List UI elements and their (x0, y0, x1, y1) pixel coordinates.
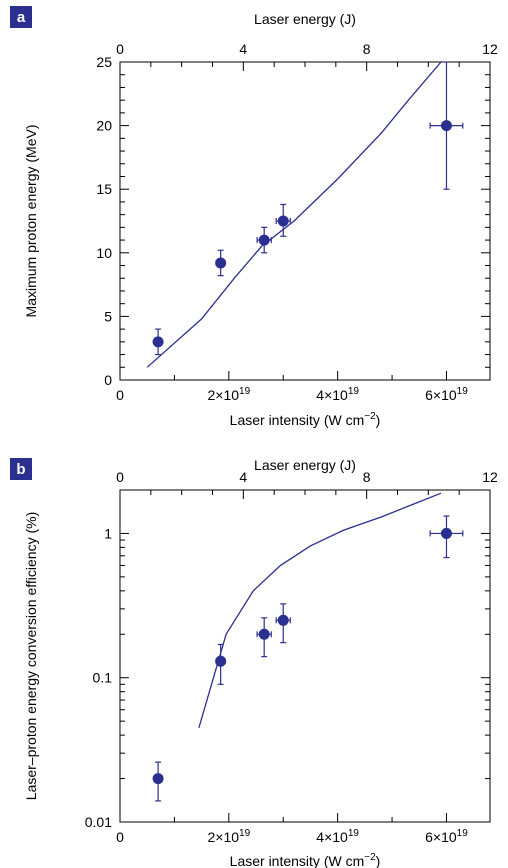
data-point (277, 215, 289, 227)
top-tick-label: 0 (116, 469, 124, 485)
top-tick-label: 12 (482, 469, 498, 485)
model-curve (198, 492, 442, 728)
panel-label-badge (10, 6, 32, 28)
y-axis-title: Maximum proton energy (MeV) (23, 125, 39, 318)
bottom-tick-label: 0 (116, 387, 124, 403)
tick-exponent: 19 (239, 386, 251, 397)
tick-exponent: 19 (348, 386, 360, 397)
top-tick-label: 4 (239, 41, 247, 57)
y-tick-label: 0.01 (85, 814, 112, 830)
y-tick-label: 10 (96, 245, 112, 261)
top-axis-title: Laser energy (J) (254, 457, 356, 473)
y-axis-title: Laser–proton energy conversion efficienc… (23, 512, 39, 800)
y-tick-label: 15 (96, 181, 112, 197)
data-point (215, 257, 227, 269)
bottom-tick-label: 6×1019 (425, 386, 468, 403)
plot-frame (119, 489, 491, 823)
tick-exponent: 19 (348, 828, 360, 839)
top-tick-label: 4 (239, 469, 247, 485)
panel-a: a Laser energy (J)0 4 8 120 2×1019 4×1019 6×101… (10, 6, 498, 428)
tick-exponent: 19 (239, 828, 251, 839)
tick-base: 4×10 (316, 829, 348, 845)
y-tick-label: 25 (96, 54, 112, 70)
data-point (440, 120, 452, 132)
top-tick-label: 8 (363, 469, 371, 485)
tick-base: 0 (116, 387, 124, 403)
panel-label: b (16, 461, 25, 478)
y-tick-label: 5 (104, 308, 112, 324)
bottom-axis-title: Laser intensity (W cm−2) (230, 411, 381, 428)
data-point (152, 773, 164, 785)
plot-frame (119, 61, 491, 381)
bottom-tick-label: 2×1019 (207, 386, 250, 403)
panel-label: a (17, 9, 26, 26)
tick-base: 2×10 (207, 387, 239, 403)
panel-b: b Laser energy (J)0 4 8 120 2×1019 4×1019 6×101… (10, 457, 498, 868)
tick-base: 6×10 (425, 387, 457, 403)
top-tick-label: 0 (116, 41, 124, 57)
tick-base: 0 (116, 829, 124, 845)
bottom-tick-label: 4×1019 (316, 386, 359, 403)
bottom-tick-label: 0 (116, 829, 124, 845)
top-tick-label: 12 (482, 41, 498, 57)
data-point (152, 336, 164, 348)
data-point (440, 527, 452, 539)
tick-base: 6×10 (425, 829, 457, 845)
panel-label-badge (10, 458, 32, 480)
top-axis-title: Laser energy (J) (254, 11, 356, 27)
y-tick-label: 0 (104, 372, 112, 388)
tick-base: 2×10 (207, 829, 239, 845)
tick-base: 4×10 (316, 387, 348, 403)
y-tick-label: 20 (96, 118, 112, 134)
bottom-tick-label: 2×1019 (207, 828, 250, 845)
tick-exponent: 19 (457, 828, 469, 839)
bottom-tick-label: 6×1019 (425, 828, 468, 845)
data-point (277, 614, 289, 626)
data-point (258, 628, 270, 640)
bottom-axis-title: Laser intensity (W cm−2) (230, 852, 381, 868)
model-curve (146, 61, 442, 368)
y-tick-label: 0.1 (93, 670, 113, 686)
bottom-tick-label: 4×1019 (316, 828, 359, 845)
tick-exponent: 19 (457, 386, 469, 397)
y-tick-label: 1 (104, 525, 112, 541)
top-tick-label: 8 (363, 41, 371, 57)
